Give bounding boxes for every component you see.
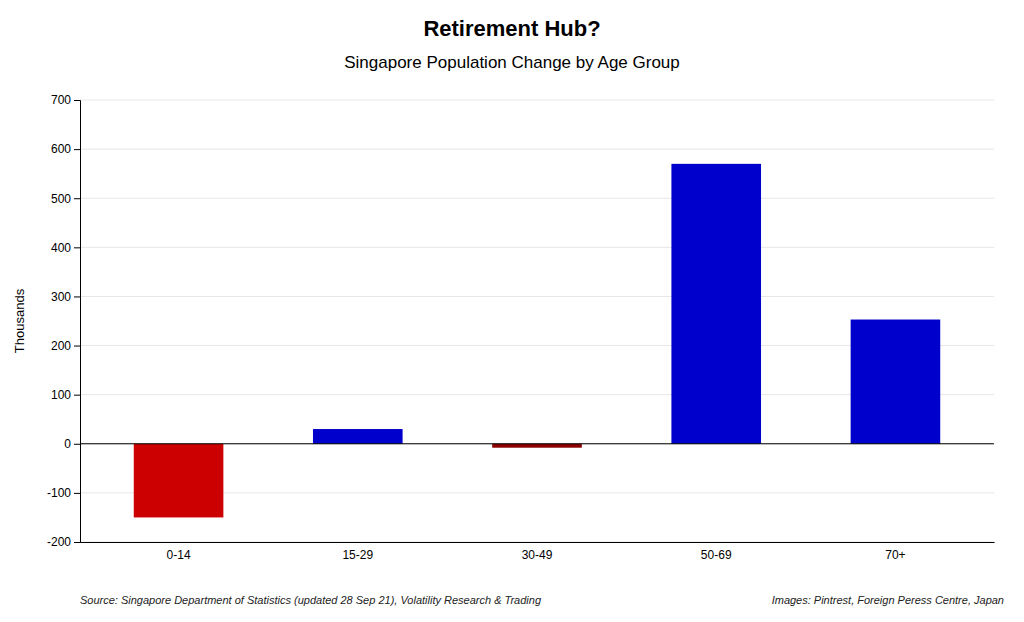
annotation: Images: Pintrest, Foreign Peress Centre,… [772,594,1004,606]
grid-line [80,443,994,444]
y-tick-mark [74,296,80,297]
y-tick: -100 [47,486,80,500]
bar [492,444,582,448]
y-tick-mark [74,149,80,150]
y-tick-label: 400 [51,241,71,255]
x-tick: 30-49 [522,548,553,562]
y-tick-label: 500 [51,192,71,206]
grid-line [80,247,994,248]
annotation: Source: Singapore Department of Statisti… [80,594,542,606]
y-tick-mark [74,346,80,347]
x-tick-label: 30-49 [522,548,553,562]
x-tick: 70+ [885,548,905,562]
bar [313,429,403,444]
x-tick-label: 70+ [885,548,905,562]
y-axis-line [74,101,81,543]
x-tick: 50-69 [701,548,732,562]
grid [80,100,994,542]
plot-area: -200 -100 0 100 200 300 400 500 600 700 0-14 15-29 3… [47,93,995,561]
y-tick-label: 100 [51,388,71,402]
y-axis-title: Thousands [12,288,27,353]
y-tick: 600 [51,142,80,156]
y-tick: 100 [51,388,80,402]
bar [851,320,941,444]
grid-line [80,198,994,199]
title: Retirement Hub? [423,16,600,41]
chart: -200 -100 0 100 200 300 400 500 600 700 0-14 15-29 3… [0,0,1024,622]
y-tick: 200 [51,339,80,353]
y-tick-label: 300 [51,290,71,304]
y-tick-label: -200 [47,535,71,549]
y-tick-label: 600 [51,142,71,156]
y-tick-label: -100 [47,486,71,500]
y-tick-label: 200 [51,339,71,353]
x-tick-label: 50-69 [701,548,732,562]
y-tick-mark [74,247,80,248]
bar [671,164,761,444]
x-tick-label: 15-29 [342,548,373,562]
x-tick-label: 0-14 [167,548,191,562]
y-tick: 500 [51,192,80,206]
y-tick-mark [74,198,80,199]
y-tick-mark [74,444,80,445]
y-tick-mark [74,395,80,396]
y-axis: -200 -100 0 100 200 300 400 500 600 700 [47,93,81,549]
subtitle: Singapore Population Change by Age Group [344,53,680,72]
grid-line [80,149,994,150]
y-tick-mark [74,493,80,494]
y-tick: 300 [51,290,80,304]
y-tick-label: 0 [64,437,71,451]
y-tick-mark [74,542,80,543]
y-tick: -200 [47,535,80,549]
x-axis-line [81,542,995,543]
bars [134,164,940,518]
y-tick: 0 [64,437,80,451]
bar [134,444,224,518]
x-axis: 0-14 15-29 30-49 50-69 70+ [81,543,995,562]
grid-line [80,296,994,297]
x-tick: 15-29 [342,548,373,562]
x-tick: 0-14 [167,548,191,562]
grid-line [80,542,994,543]
y-tick-label: 700 [51,93,71,107]
y-tick: 700 [51,93,80,107]
y-tick: 400 [51,241,80,255]
y-tick-mark [74,100,80,101]
zero-line [80,443,994,444]
grid-line [80,100,994,101]
